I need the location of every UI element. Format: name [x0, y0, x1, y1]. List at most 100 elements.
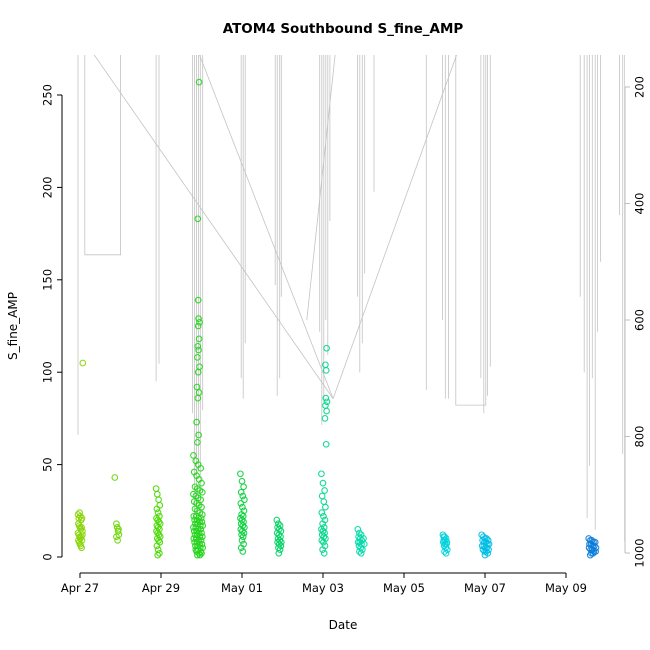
- data-point: [320, 512, 327, 520]
- profile-line: [84, 55, 121, 256]
- data-point: [360, 540, 368, 548]
- x-axis-tick-label: Apr 29: [142, 581, 180, 595]
- x-axis-tick-label: May 07: [464, 581, 506, 595]
- data-point: [194, 342, 202, 350]
- data-point: [239, 503, 246, 511]
- data-point: [113, 520, 120, 528]
- data-point: [153, 542, 161, 550]
- data-point: [194, 439, 201, 446]
- data-point: [196, 318, 203, 326]
- data-point: [322, 440, 330, 448]
- data-point: [198, 518, 206, 526]
- data-point: [153, 490, 161, 498]
- data-point: [238, 537, 246, 544]
- data-point: [77, 512, 84, 520]
- data-point: [322, 367, 330, 374]
- x-axis-tick-label: Apr 27: [61, 581, 99, 595]
- profile-line: [199, 55, 334, 399]
- data-point: [237, 488, 245, 496]
- data-point: [79, 359, 87, 367]
- data-point: [237, 544, 245, 552]
- data-point: [197, 537, 205, 544]
- data-point: [322, 402, 329, 409]
- data-point: [198, 540, 206, 548]
- y2-axis-tick-label: 200: [633, 76, 647, 98]
- data-point: [198, 533, 206, 541]
- profile-line: [93, 55, 334, 399]
- x-axis-tick-label: May 03: [302, 581, 344, 595]
- data-point: [482, 548, 490, 555]
- data-point: [238, 477, 246, 485]
- data-point: [194, 354, 201, 361]
- data-point: [322, 503, 329, 511]
- data-point: [441, 548, 448, 555]
- profile-lines-layer: [77, 55, 625, 553]
- profile-line: [332, 55, 457, 399]
- data-point: [194, 551, 201, 559]
- data-point: [319, 479, 327, 487]
- data-point: [586, 551, 594, 559]
- data-point: [195, 315, 202, 322]
- y-axis-tick-label: 200: [41, 176, 55, 198]
- data-point: [198, 549, 205, 557]
- data-point: [78, 544, 85, 552]
- y-axis-title: S_fine_AMP: [6, 292, 20, 360]
- data-point: [323, 407, 330, 415]
- data-point: [239, 533, 247, 541]
- y-axis-tick-label: 250: [41, 84, 55, 106]
- data-point: [111, 474, 119, 481]
- data-point: [198, 511, 206, 518]
- data-point: [319, 546, 326, 553]
- data-point: [585, 544, 593, 552]
- data-point: [196, 551, 204, 559]
- y-axis-tick-label: 50: [41, 457, 55, 472]
- data-point: [440, 533, 448, 541]
- data-point: [194, 296, 202, 304]
- data-point: [481, 551, 489, 559]
- data-point: [114, 537, 121, 544]
- y2-axis-tick-label: 600: [633, 309, 647, 331]
- data-point: [155, 496, 162, 504]
- data-point: [115, 525, 122, 533]
- data-point: [322, 361, 329, 369]
- data-point: [318, 470, 325, 478]
- data-point: [76, 509, 83, 516]
- data-point: [196, 363, 203, 371]
- data-point: [277, 538, 285, 546]
- data-point: [237, 470, 244, 478]
- data-point: [198, 529, 205, 537]
- data-point: [322, 394, 330, 402]
- data-points-layer: [74, 78, 600, 559]
- data-point: [588, 546, 596, 553]
- data-point: [195, 78, 203, 86]
- x-axis-title: Date: [329, 618, 358, 632]
- data-point: [196, 533, 204, 541]
- y-axis-tick-label: 100: [41, 361, 55, 383]
- data-point: [194, 394, 202, 402]
- data-point: [354, 525, 362, 533]
- data-point: [240, 483, 247, 491]
- data-point: [318, 492, 326, 500]
- data-point: [113, 533, 120, 541]
- data-point: [241, 496, 248, 504]
- data-point: [79, 531, 86, 539]
- data-point: [321, 487, 328, 494]
- x-axis-tick-label: May 09: [545, 581, 587, 595]
- data-point: [194, 215, 202, 223]
- data-point: [198, 488, 206, 496]
- data-point: [154, 546, 162, 553]
- data-point: [323, 344, 330, 352]
- data-point: [276, 546, 284, 553]
- data-point: [320, 549, 328, 557]
- data-point: [156, 549, 163, 557]
- data-point: [152, 485, 160, 492]
- x-axis-tick-label: May 01: [221, 581, 263, 595]
- data-point: [195, 346, 202, 354]
- y2-axis-tick-label: 800: [633, 426, 647, 448]
- data-point: [154, 509, 162, 516]
- data-point: [75, 537, 82, 544]
- data-point: [198, 479, 205, 487]
- data-point: [195, 389, 203, 396]
- data-point: [195, 335, 203, 343]
